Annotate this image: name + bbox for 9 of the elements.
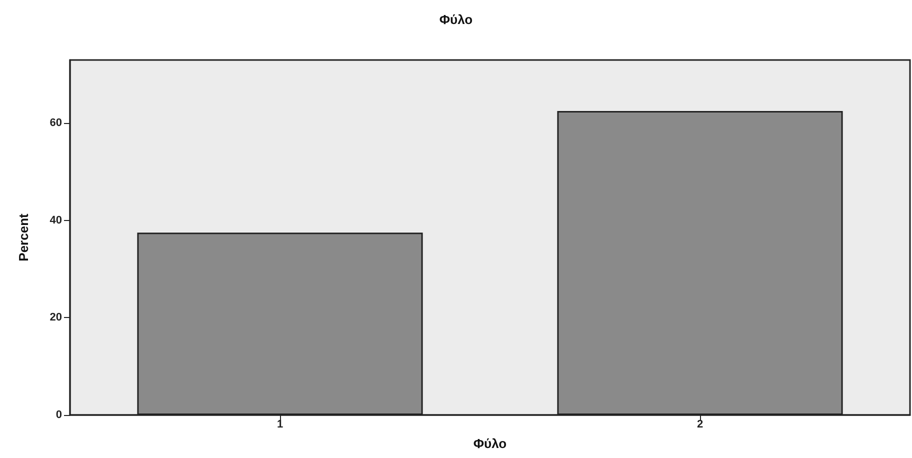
y-tick-label: 40: [50, 214, 62, 226]
y-tick-label: 20: [50, 312, 62, 324]
x-tick-label: 1: [276, 418, 284, 430]
y-tick-label: 0: [56, 409, 62, 421]
x-axis-title: Φύλο: [473, 436, 507, 451]
chart-title: Φύλο: [439, 12, 473, 27]
y-tick-label: 60: [50, 117, 62, 130]
x-tick-label: 2: [696, 418, 704, 430]
y-axis-title: Percent: [16, 212, 31, 262]
